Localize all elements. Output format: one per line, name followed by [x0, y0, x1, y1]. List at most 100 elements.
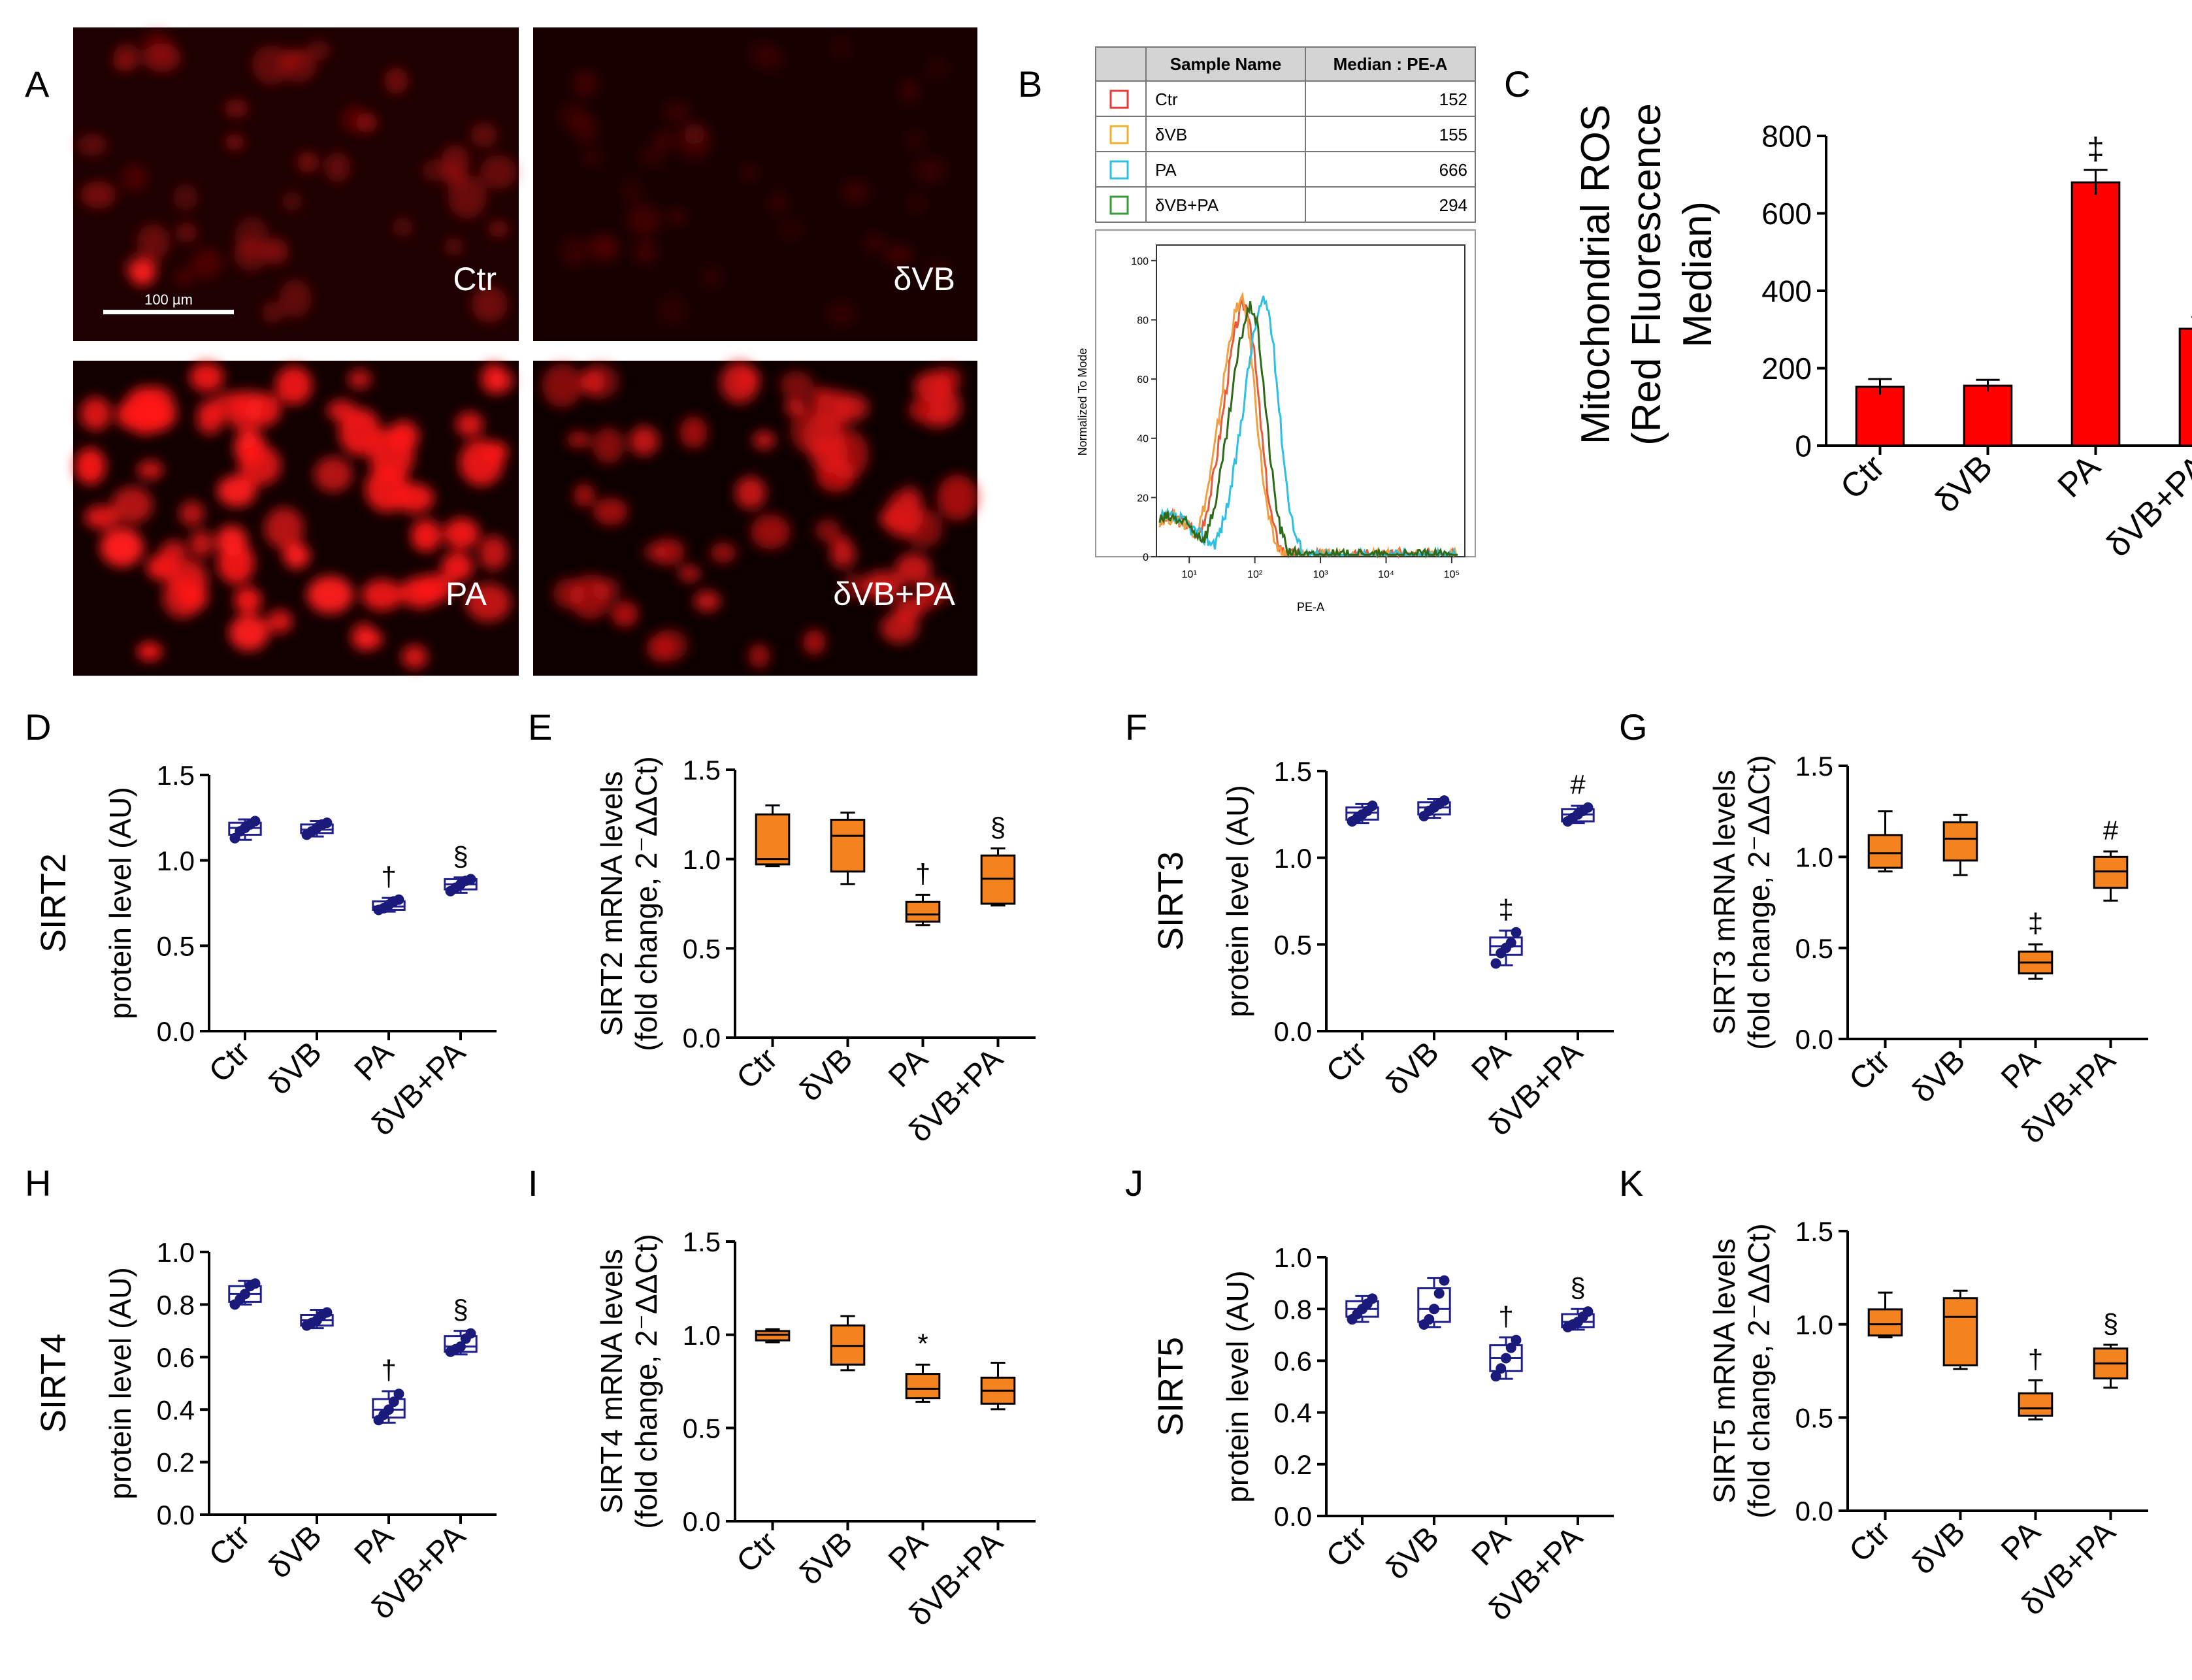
cell [581, 149, 604, 166]
cell [176, 222, 198, 243]
data-point [1501, 1353, 1511, 1364]
cell [779, 371, 814, 399]
cell [593, 427, 625, 464]
significance-marker: † [2028, 1343, 2043, 1374]
cell [904, 509, 943, 548]
x-tick-label: PA [882, 1525, 934, 1577]
cell [233, 239, 269, 271]
cell [638, 146, 667, 167]
data-point [1505, 937, 1516, 948]
x-tick-label: δVB [262, 1519, 329, 1585]
panel-letter-e: E [528, 706, 552, 748]
data-point [1367, 1293, 1378, 1304]
data-point [384, 1404, 394, 1415]
significance-marker: § [1570, 1272, 1585, 1303]
cell [802, 629, 826, 655]
y-tick-label: 0.5 [1795, 1402, 1833, 1433]
x-tick-label: Ctr [730, 1042, 785, 1096]
bar [2070, 181, 2121, 447]
cell [279, 279, 312, 318]
table-sample-name: Ctr [1155, 90, 1178, 109]
cell [572, 70, 598, 97]
cell [925, 59, 951, 79]
box [2018, 1392, 2053, 1417]
data-point [1490, 958, 1501, 969]
cell [283, 542, 310, 569]
cell [629, 425, 659, 456]
table-row: δVB 155 [1095, 116, 1476, 152]
cell [267, 609, 293, 634]
y-tick-label: 0.5 [157, 931, 195, 961]
cell [137, 460, 163, 480]
y-tick-label: 0.0 [1795, 1024, 1833, 1055]
x-tick-label: δVB [1906, 1043, 1972, 1110]
y-axis-label: (fold change, 2⁻ΔΔCt) [1742, 1223, 1776, 1518]
box [905, 900, 941, 923]
y-tick-label: 0.8 [1274, 1294, 1312, 1325]
side-label: SIRT4 [34, 1334, 73, 1433]
y-tick-label: 0.6 [1274, 1346, 1312, 1377]
cell [355, 629, 384, 650]
panel-letter-j: J [1125, 1162, 1143, 1204]
cell [448, 175, 487, 219]
cell [926, 259, 952, 280]
cell [470, 122, 498, 148]
cell [593, 497, 629, 525]
data-point [465, 1328, 476, 1339]
panel-letter-k: K [1619, 1162, 1643, 1204]
x-tick-label: Ctr [1320, 1035, 1374, 1089]
cell [829, 37, 852, 58]
cell [297, 151, 318, 173]
box [1867, 1308, 1903, 1337]
cell [121, 163, 148, 193]
y-axis-label: Mitochondrial ROS [1573, 105, 1618, 444]
y-tick-label: 0.5 [1274, 929, 1312, 960]
y-axis-label: (fold change, 2⁻ΔΔCt) [1742, 755, 1776, 1049]
data-point [393, 1389, 404, 1400]
color-swatch [1109, 90, 1129, 109]
cell [100, 527, 144, 567]
x-tick-label: Ctr [1320, 1520, 1374, 1574]
cell [768, 191, 789, 215]
y-tick-label: 0.0 [1274, 1501, 1312, 1532]
x-tick-label: δVB [1927, 448, 2000, 520]
significance-marker: ‡ [2028, 908, 2043, 938]
y-tick-label: 0.5 [683, 1413, 721, 1443]
x-tick-label: δVB+PA [2099, 448, 2192, 565]
panel-letter-a: A [25, 63, 50, 105]
cell [392, 217, 414, 237]
y-tick-label: 0.6 [157, 1342, 195, 1373]
cell [179, 501, 204, 527]
cell [137, 642, 163, 661]
y-tick-label: 0.2 [157, 1447, 195, 1478]
cell [930, 388, 962, 425]
y-tick-label: 0.2 [1274, 1449, 1312, 1480]
micrograph-ctr: Ctr 100 µm [73, 27, 519, 341]
y-tick-label: 1.0 [1274, 843, 1312, 874]
x-tick-label: PA [2051, 448, 2108, 505]
data-point [1424, 1314, 1435, 1325]
color-swatch [1109, 125, 1129, 144]
cell [487, 220, 510, 238]
table-row: δVB+PA 294 [1095, 186, 1476, 223]
cell [593, 577, 621, 601]
cell [483, 441, 508, 463]
y-tick-label: 1.0 [1795, 1309, 1833, 1340]
cell [862, 570, 903, 601]
y-tick-label: 1.5 [1795, 1216, 1833, 1247]
cell [937, 474, 978, 521]
cell [368, 427, 415, 482]
panel-letters: A B C D E F G H I J K [25, 63, 1648, 1204]
data-point [321, 1307, 333, 1318]
y-tick-label: 1.5 [1795, 751, 1833, 782]
cell [77, 133, 108, 157]
cell [884, 244, 913, 265]
cell [735, 476, 766, 510]
significance-marker: § [453, 841, 468, 872]
y-axis-label: SIRT3 mRNA levels [1707, 770, 1741, 1035]
cell [752, 431, 776, 450]
y-tick-label: 0.5 [683, 933, 721, 964]
y-tick-label: 1.5 [683, 1227, 721, 1257]
